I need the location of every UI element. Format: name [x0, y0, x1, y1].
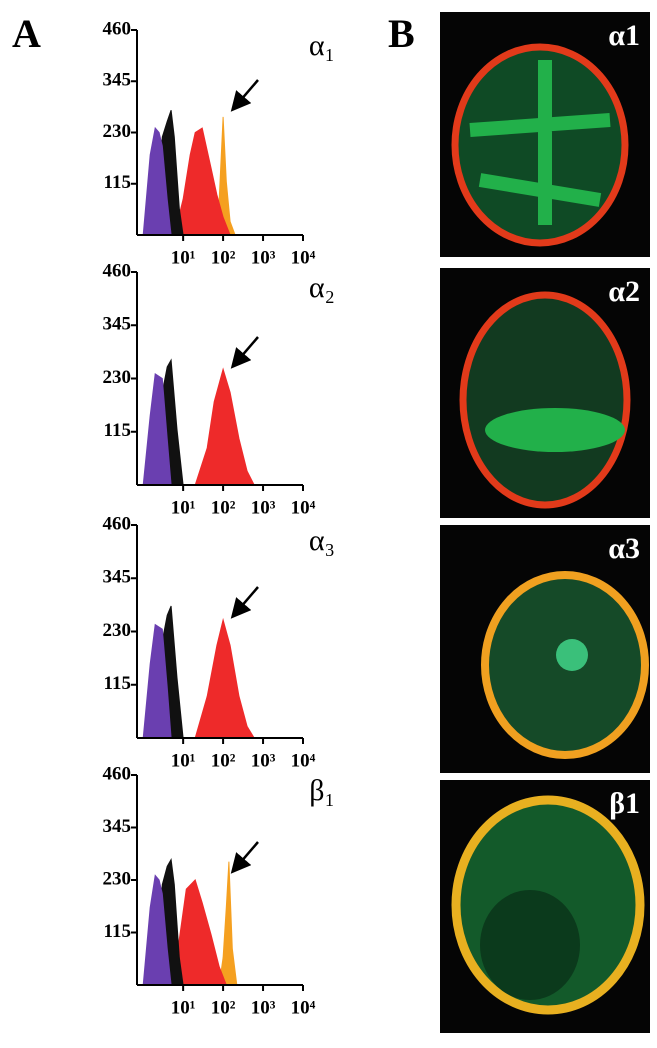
- chart-title: α₃: [309, 524, 335, 557]
- x-tick-label: 10¹: [171, 247, 196, 268]
- x-tick-label: 10²: [211, 247, 236, 268]
- chart-title: α₂: [309, 271, 335, 304]
- x-tick-label: 10⁴: [291, 997, 316, 1018]
- x-tick-label: 10³: [251, 247, 276, 268]
- x-tick-label: 10¹: [171, 497, 196, 518]
- x-tick-label: 10¹: [171, 750, 196, 771]
- y-tick-label: 460: [103, 513, 132, 534]
- arrow: [230, 841, 259, 874]
- micrographs: [440, 12, 650, 1033]
- y-tick-label: 115: [104, 921, 131, 942]
- y-tick-label: 345: [103, 567, 132, 588]
- histogram-area: [142, 874, 172, 986]
- y-tick-label: 345: [103, 816, 132, 837]
- histogram-area: [194, 617, 256, 739]
- x-tick-label: 10³: [251, 750, 276, 771]
- cell: [459, 291, 631, 509]
- x-tick-label: 10⁴: [291, 750, 316, 771]
- cell-detail: [485, 408, 625, 452]
- x-tick-label: 10²: [211, 497, 236, 518]
- x-tick-label: 10⁴: [291, 497, 316, 518]
- arrow: [230, 79, 259, 112]
- y-tick-label: 345: [103, 314, 132, 335]
- y-tick-label: 460: [103, 18, 132, 39]
- y-tick-label: 460: [103, 763, 132, 784]
- y-tick-label: 230: [103, 620, 132, 641]
- chart-title: α₁: [309, 29, 335, 62]
- y-tick-label: 115: [104, 172, 131, 193]
- cell-detail: [469, 60, 611, 225]
- x-tick-label: 10³: [251, 997, 276, 1018]
- x-tick-label: 10²: [211, 750, 236, 771]
- arrow: [230, 336, 259, 369]
- y-tick-label: 230: [103, 121, 132, 142]
- arrow: [230, 586, 259, 619]
- y-tick-label: 230: [103, 868, 132, 889]
- y-tick-label: 115: [104, 673, 131, 694]
- cell-detail: [556, 639, 588, 671]
- histogram-area: [170, 879, 228, 986]
- cell-detail: [480, 890, 580, 1000]
- chart-title: β₁: [309, 774, 335, 807]
- y-tick-label: 460: [103, 260, 132, 281]
- image-label: β1: [609, 787, 640, 820]
- histogram-area: [194, 367, 256, 486]
- x-tick-label: 10⁴: [291, 247, 316, 268]
- histogram-area: [142, 126, 172, 236]
- panel-label: A: [12, 11, 41, 56]
- x-tick-label: 10³: [251, 497, 276, 518]
- histogram-area: [173, 127, 231, 236]
- image-label: α1: [608, 19, 640, 52]
- histogram-area: [218, 861, 238, 986]
- y-tick-label: 345: [103, 70, 132, 91]
- image-label: α2: [608, 275, 640, 308]
- x-tick-label: 10¹: [171, 997, 196, 1018]
- y-tick-label: 115: [104, 420, 131, 441]
- panel-label: B: [388, 11, 415, 56]
- image-label: α3: [608, 532, 640, 565]
- x-tick-label: 10²: [211, 997, 236, 1018]
- y-tick-label: 230: [103, 367, 132, 388]
